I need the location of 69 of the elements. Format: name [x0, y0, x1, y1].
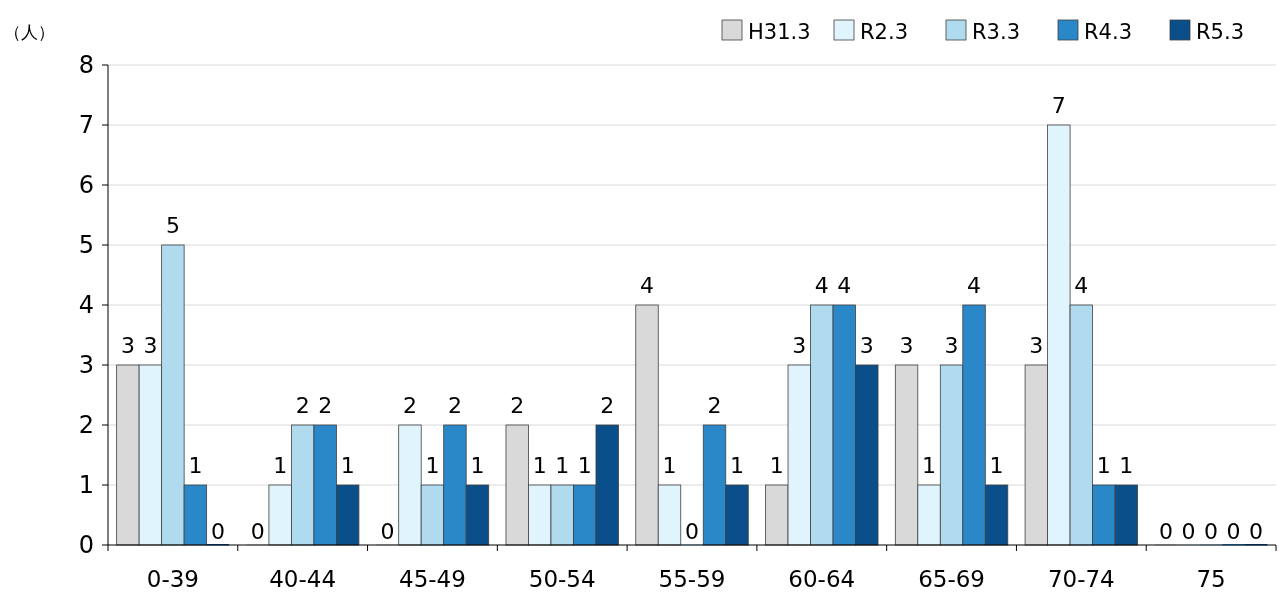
data-label: 1: [188, 453, 203, 478]
data-label: 1: [769, 453, 784, 478]
y-tick-label: 0: [78, 531, 94, 559]
data-label: 3: [120, 333, 135, 358]
y-tick-label: 3: [78, 351, 94, 379]
x-tick-label: 40-44: [269, 566, 337, 592]
data-label: 0: [685, 519, 699, 544]
x-tick-label: 55-59: [658, 566, 726, 592]
data-label: 2: [600, 393, 615, 418]
y-tick-label: 7: [78, 111, 94, 139]
data-label: 2: [295, 393, 310, 418]
data-label: 1: [273, 453, 288, 478]
data-label: 3: [899, 333, 914, 358]
data-label: 4: [640, 273, 654, 298]
x-tick-label: 45-49: [399, 566, 466, 592]
y-tick-label: 1: [78, 471, 94, 499]
data-label: 0: [1204, 519, 1219, 544]
legend-label: R2.3: [860, 20, 908, 44]
y-tick-label: 6: [78, 171, 94, 199]
x-tick-label: 75: [1196, 566, 1226, 592]
data-label: 0: [210, 519, 225, 544]
data-label: 2: [707, 393, 722, 418]
y-tick-label: 4: [78, 291, 94, 319]
data-label: 2: [447, 393, 462, 418]
data-label: 0: [1159, 519, 1174, 544]
data-label: 0: [1249, 519, 1264, 544]
legend-label: R5.3: [1196, 20, 1244, 44]
legend-label: H31.3: [748, 20, 811, 44]
data-label: 0: [1181, 519, 1196, 544]
data-label: 3: [1029, 333, 1044, 358]
data-label: 1: [730, 453, 744, 478]
data-label: 0: [380, 519, 395, 544]
x-tick-label: 60-64: [788, 566, 856, 592]
data-label: 1: [1119, 453, 1134, 478]
y-axis-title: （人）: [4, 22, 55, 42]
legend-label: R3.3: [972, 20, 1020, 44]
data-label: 3: [944, 333, 959, 358]
data-label: 3: [859, 333, 874, 358]
data-label: 4: [814, 273, 829, 298]
data-label: 2: [402, 393, 417, 418]
data-label: 1: [1096, 453, 1111, 478]
data-label: 1: [470, 453, 485, 478]
data-label: 3: [143, 333, 158, 358]
x-tick-label: 0-39: [146, 566, 199, 592]
data-label: 4: [1074, 273, 1089, 298]
data-label: 1: [532, 453, 547, 478]
x-tick-label: 50-54: [528, 566, 596, 592]
data-label: 4: [967, 273, 982, 298]
data-label: 1: [340, 453, 355, 478]
data-label: 2: [318, 393, 333, 418]
data-label: 1: [425, 453, 440, 478]
data-label: 1: [662, 453, 677, 478]
data-label: 3: [792, 333, 807, 358]
legend-label: R4.3: [1084, 20, 1132, 44]
data-label: 1: [922, 453, 937, 478]
y-tick-label: 5: [78, 231, 94, 259]
x-tick-label: 65-69: [918, 566, 985, 592]
data-label: 4: [837, 273, 852, 298]
data-label: 7: [1051, 93, 1066, 118]
data-label: 1: [577, 453, 592, 478]
data-label: 1: [989, 453, 1004, 478]
data-label: 1: [555, 453, 570, 478]
x-tick-label: 70-74: [1047, 566, 1115, 592]
data-label: 5: [165, 213, 180, 238]
data-label: 0: [1226, 519, 1241, 544]
data-label: 2: [510, 393, 525, 418]
data-label: 0: [250, 519, 265, 544]
y-tick-label: 8: [78, 51, 94, 79]
y-tick-label: 2: [78, 411, 94, 439]
